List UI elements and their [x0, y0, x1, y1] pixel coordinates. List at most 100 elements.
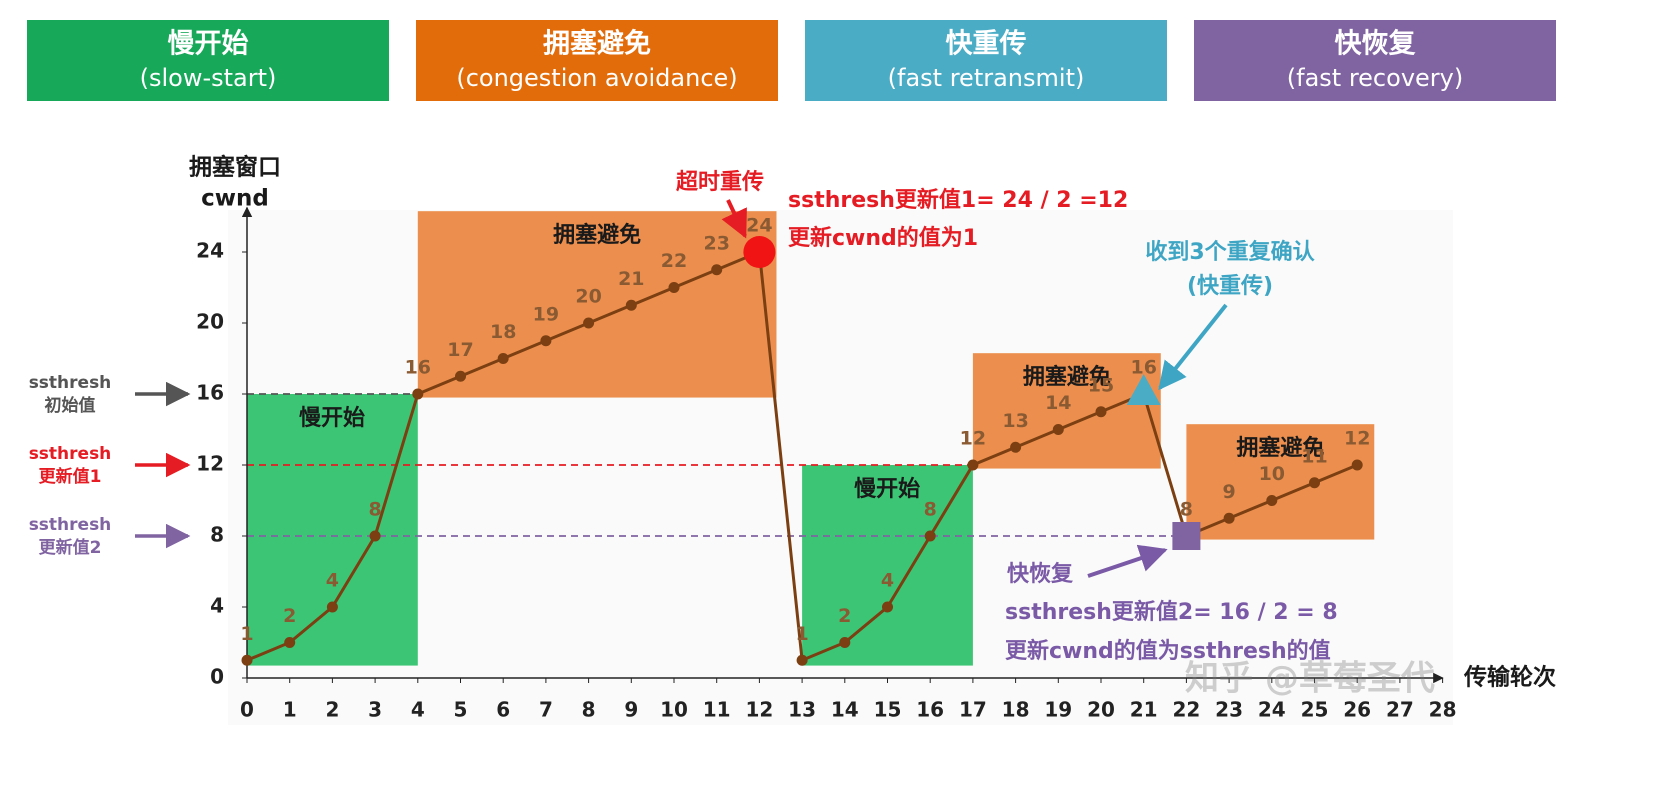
point [412, 388, 424, 400]
y-tick-label: 24 [196, 239, 224, 263]
phase-box [416, 20, 778, 101]
x-tick-label: 4 [411, 698, 425, 722]
x-tick-label: 20 [1087, 698, 1115, 722]
annotation: ssthresh更新值2= 16 / 2 = 8 [1005, 599, 1338, 625]
region [972, 353, 1161, 469]
region [247, 394, 418, 666]
x-tick-label: 25 [1301, 698, 1329, 722]
point [1309, 477, 1320, 489]
region-label: 拥塞避免 [1236, 435, 1324, 461]
x-tick-label: 18 [1002, 698, 1030, 722]
point [967, 459, 979, 471]
point [583, 317, 595, 329]
annotation: 收到3个重复确认 [1145, 239, 1314, 265]
x-tick-label: 11 [703, 698, 731, 722]
x-tick-label: 5 [454, 698, 468, 722]
point-label: 13 [1002, 410, 1028, 432]
ssthresh-label: ssthresh [29, 515, 112, 535]
region [417, 211, 777, 398]
point [1052, 424, 1064, 435]
x-tick-label: 6 [496, 698, 510, 722]
point-label: 18 [490, 321, 516, 343]
x-tick-label: 28 [1429, 698, 1457, 722]
x-tick-label: 19 [1044, 698, 1072, 722]
point [1010, 441, 1022, 453]
point-label: 8 [924, 499, 937, 521]
point-label: 12 [960, 428, 986, 450]
annotation-arrow [1087, 544, 1168, 578]
x-tick-label: 9 [624, 698, 638, 722]
annotation: ssthresh更新值1= 24 / 2 =12 [788, 187, 1128, 213]
point-label: 1 [795, 623, 808, 645]
y-tick-label: 20 [196, 310, 224, 334]
ssthresh-label: 更新值1 [39, 466, 102, 487]
point [369, 530, 381, 542]
region [1186, 424, 1375, 540]
y-axis-label: 拥塞窗口 [189, 154, 281, 181]
watermark: 知乎 @草莓圣代 [1185, 659, 1435, 699]
point [839, 637, 851, 648]
point [1351, 459, 1363, 471]
x-tick-label: 0 [240, 698, 254, 722]
x-tick-label: 14 [831, 698, 859, 722]
point-label: 19 [533, 303, 559, 325]
point-label: 9 [1222, 481, 1235, 503]
point-label: 22 [661, 250, 687, 272]
annotation: 更新cwnd的值为ssthresh的值 [1005, 638, 1331, 664]
ssthresh-label: 更新值2 [39, 537, 102, 558]
point [1095, 406, 1107, 418]
y-tick-label: 12 [196, 452, 224, 476]
x-tick-label: 2 [325, 698, 339, 722]
point [882, 601, 893, 613]
x-tick-label: 12 [745, 698, 773, 722]
point [326, 601, 338, 613]
point [625, 299, 637, 311]
phase-subtitle: (fast recovery) [1287, 64, 1463, 92]
annotation-arrow [721, 199, 747, 239]
x-tick-label: 21 [1130, 698, 1158, 722]
point-label: 4 [881, 570, 894, 592]
x-axis-label: 传输轮次 [1463, 664, 1556, 691]
point-label: 10 [1259, 463, 1285, 485]
point [497, 353, 509, 364]
y-tick-label: 16 [196, 381, 224, 405]
x-tick-label: 22 [1172, 698, 1200, 722]
phase-title: 慢开始 [168, 28, 249, 60]
point [1223, 512, 1235, 524]
x-tick-label: 1 [283, 698, 297, 722]
point [796, 654, 808, 666]
annotation: (快重传) [1187, 274, 1273, 299]
annotation: 快恢复 [1007, 561, 1074, 587]
point-label: 20 [575, 286, 601, 308]
point [284, 637, 296, 648]
point-label: 8 [1180, 499, 1193, 521]
point [1266, 495, 1278, 506]
phase-title: 拥塞避免 [543, 28, 651, 60]
x-tick-label: 7 [539, 698, 553, 722]
point-label: 24 [746, 215, 772, 237]
annotation: 更新cwnd的值为1 [788, 225, 978, 251]
marker [1126, 374, 1161, 405]
phase-title: 快恢复 [1335, 29, 1417, 60]
point-label: 14 [1045, 392, 1071, 414]
x-tick-label: 8 [582, 698, 596, 722]
region-label: 拥塞避免 [1023, 364, 1111, 390]
point [241, 654, 253, 666]
x-tick-label: 27 [1386, 698, 1414, 722]
point [540, 335, 552, 347]
phase-subtitle: (slow-start) [140, 64, 277, 92]
y-tick-label: 4 [210, 594, 224, 618]
point [711, 264, 723, 276]
point-label: 11 [1301, 445, 1327, 467]
point-label: 4 [326, 570, 339, 592]
x-tick-label: 26 [1343, 698, 1371, 722]
point-label: 2 [283, 605, 296, 627]
phase-box [805, 20, 1167, 101]
x-tick-label: 23 [1215, 698, 1243, 722]
annotation-arrow [1158, 303, 1228, 391]
region-label: 拥塞避免 [553, 222, 641, 248]
marker [1172, 522, 1201, 550]
phase-subtitle: (congestion avoidance) [456, 64, 737, 92]
region [802, 465, 973, 666]
